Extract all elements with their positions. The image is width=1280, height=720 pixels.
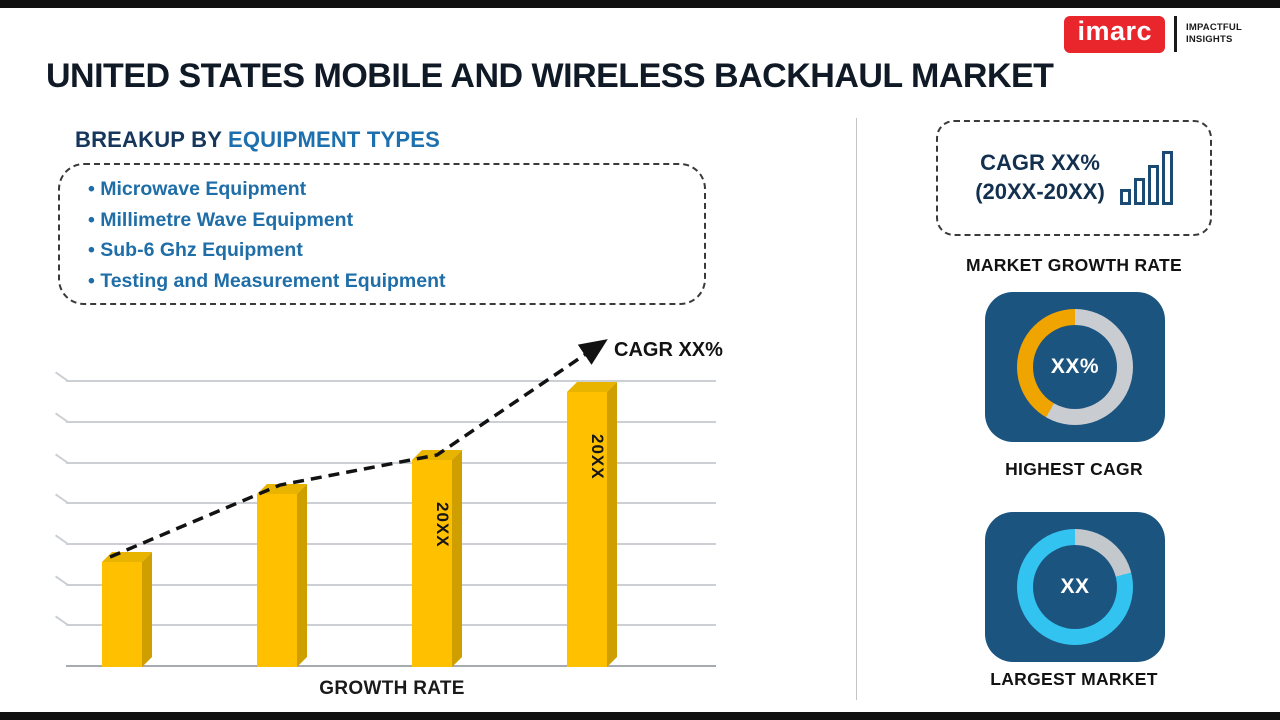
list-item: Testing and Measurement Equipment [88, 266, 694, 297]
largest-market-label: LARGEST MARKET [990, 669, 1158, 689]
cagr-box-text: CAGR XX% (20XX-20XX) [975, 149, 1105, 206]
x-axis-line [66, 665, 716, 667]
bar-chart-icon [1119, 151, 1173, 205]
cagr-box: CAGR XX% (20XX-20XX) [936, 120, 1212, 236]
bottom-border [0, 712, 1280, 720]
cagr-box-line2: (20XX-20XX) [975, 179, 1105, 204]
cagr-annotation: CAGR XX% [614, 339, 723, 361]
gridline [66, 624, 716, 626]
list-item-text: Microwave Equipment [88, 178, 306, 200]
logo-divider [1174, 16, 1178, 53]
x-axis-label: GROWTH RATE [319, 678, 465, 699]
highest-cagr-donut: XX% [1017, 309, 1133, 425]
vertical-divider [856, 118, 857, 700]
list-item: Sub-6 Ghz Equipment [88, 235, 694, 266]
list-item-text: Sub-6 Ghz Equipment [88, 239, 303, 261]
equipment-types-box: Microwave Equipment Millimetre Wave Equi… [58, 163, 706, 305]
highest-cagr-card: XX% [985, 292, 1165, 442]
gridline [66, 421, 716, 423]
gridline [66, 502, 716, 504]
bar-chart: 20XX 20XX CAGR XX% GROWTH RATE [62, 339, 723, 699]
breakup-heading: BREAKUP BY EQUIPMENT TYPES [75, 127, 440, 153]
bar-3: 20XX [412, 460, 452, 667]
cagr-box-line1: CAGR XX% [980, 150, 1100, 176]
top-border [0, 0, 1280, 8]
logo-tagline: IMPACTFUL INSIGHTS [1186, 22, 1242, 46]
logo-tagline-line1: IMPACTFUL [1186, 22, 1242, 34]
bar-3-label: 20XX [433, 502, 452, 548]
highest-cagr-label: HIGHEST CAGR [1005, 459, 1143, 479]
breakup-heading-highlight: EQUIPMENT TYPES [227, 127, 441, 152]
market-growth-rate-label: MARKET GROWTH RATE [965, 255, 1183, 275]
list-item-text: Millimetre Wave Equipment [88, 209, 353, 231]
logo-tagline-line2: INSIGHTS [1186, 34, 1233, 46]
gridline [66, 543, 716, 545]
gridline [66, 380, 716, 382]
page-title: UNITED STATES MOBILE AND WIRELESS BACKHA… [46, 57, 1054, 95]
list-item-text: Testing and Measurement Equipment [88, 270, 446, 292]
trend-arrow [109, 339, 608, 559]
bar-4: 20XX [567, 392, 607, 667]
highest-cagr-value: XX% [1050, 355, 1100, 378]
list-item: Microwave Equipment [88, 174, 694, 205]
largest-market-value: XX [1060, 575, 1090, 598]
list-item: Millimetre Wave Equipment [88, 205, 694, 236]
largest-market-donut: XX [1017, 529, 1133, 645]
bar-1 [102, 562, 142, 667]
gridline [66, 584, 716, 586]
bar-2 [257, 494, 297, 667]
breakup-heading-prefix: BREAKUP BY [75, 127, 228, 152]
imarc-logo-wordmark: imarc [1064, 16, 1166, 53]
largest-market-card: XX [985, 512, 1165, 662]
imarc-logo: imarc IMPACTFUL INSIGHTS [1064, 16, 1242, 53]
bar-4-label: 20XX [588, 434, 607, 480]
